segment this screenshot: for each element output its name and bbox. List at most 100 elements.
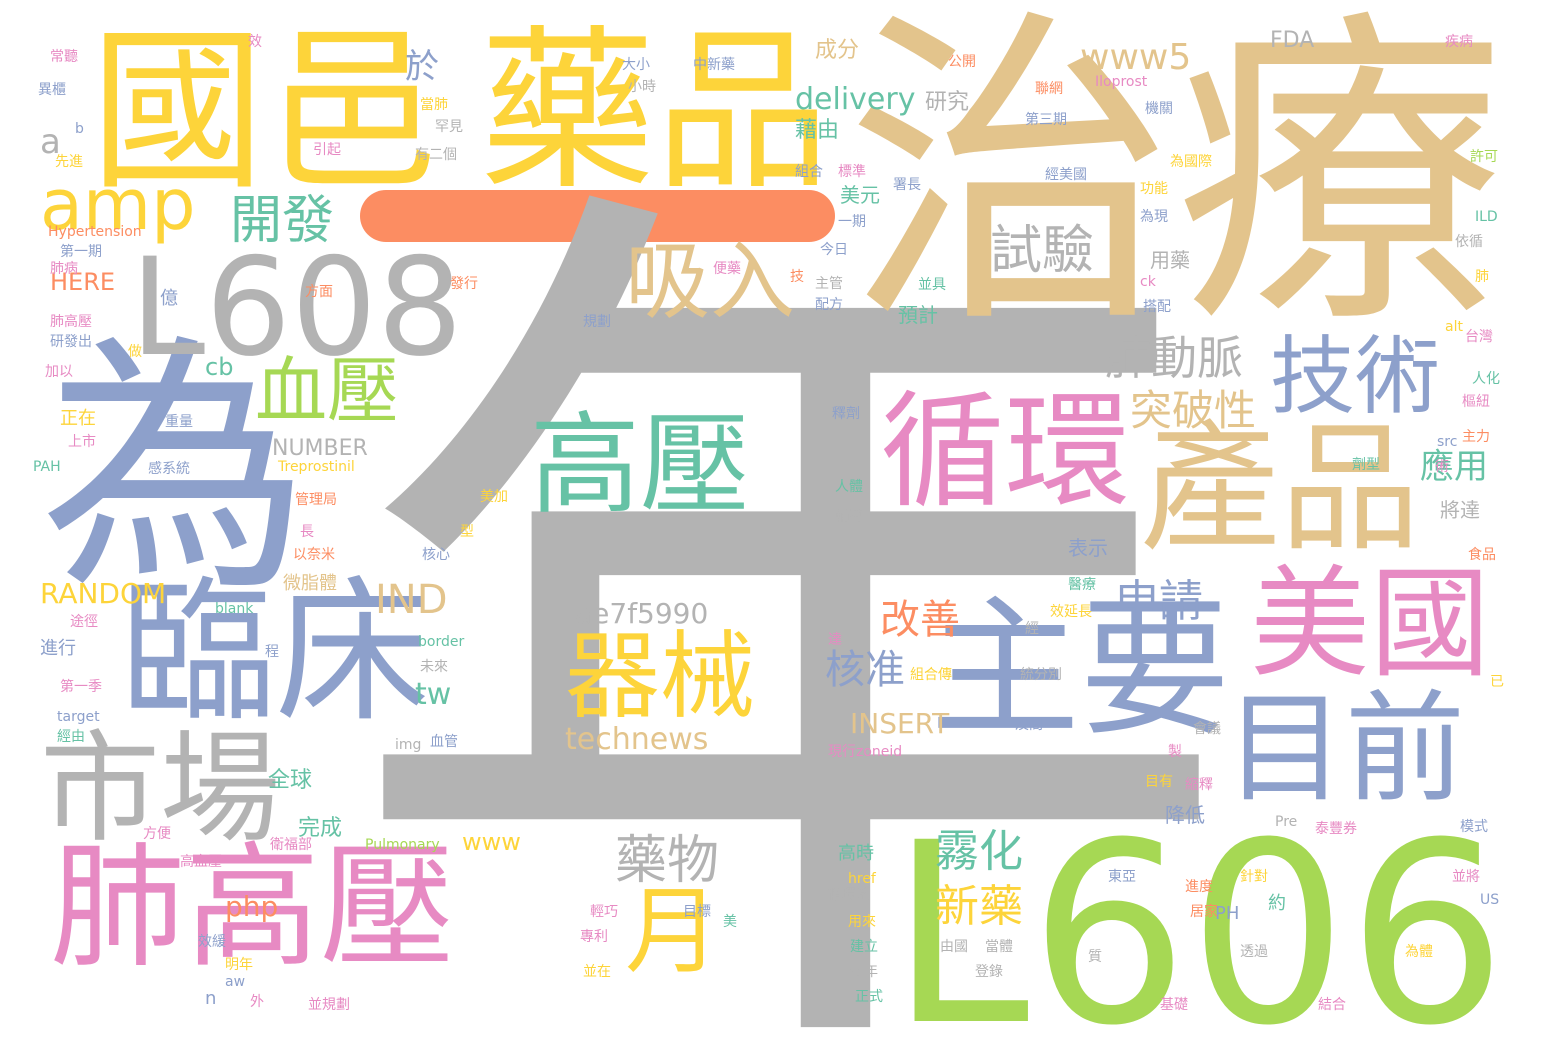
cloud-word: alt	[1445, 319, 1463, 335]
cloud-word: PH	[1215, 903, 1240, 924]
cloud-word: 標準	[838, 164, 866, 180]
cloud-word: 表示	[1068, 536, 1108, 560]
dash-mark	[360, 190, 835, 242]
cloud-word: a	[40, 122, 61, 162]
cloud-word: 方面	[305, 284, 333, 300]
cloud-word: 器械	[565, 622, 756, 732]
cloud-word: 目標	[683, 904, 711, 920]
cloud-word: 經美國	[1045, 167, 1087, 183]
cloud-word: tw	[415, 677, 452, 712]
cloud-word: 成分	[815, 38, 860, 63]
cloud-word: 於	[405, 47, 439, 87]
cloud-word: 上市	[68, 434, 96, 450]
cloud-word: L606	[890, 789, 1507, 1052]
cloud-word: 建立	[850, 939, 878, 955]
cloud-word: 功能	[1140, 181, 1168, 197]
cloud-word: 常聽	[50, 49, 78, 65]
cloud-word: www	[462, 828, 521, 856]
cloud-word: 為現	[1140, 209, 1168, 225]
cloud-word: 經	[1025, 621, 1039, 637]
cloud-word: Hypertension	[48, 224, 142, 240]
cloud-word: 型	[460, 524, 474, 540]
cloud-word: Pulmonary	[365, 837, 440, 853]
cloud-word: 模式	[1460, 819, 1488, 835]
cloud-word: 結合	[1318, 997, 1346, 1013]
cloud-word: 專利	[580, 929, 608, 945]
cloud-word: 目有	[1145, 774, 1173, 790]
cloud-word: RANDOM	[40, 577, 167, 610]
cloud-word: 依循	[1455, 234, 1483, 250]
cloud-word: 醫療	[1068, 577, 1096, 593]
cloud-word: US	[1480, 892, 1500, 908]
cloud-word: 市場	[40, 720, 280, 859]
cloud-word: target	[57, 709, 100, 725]
cloud-word: 引起	[313, 142, 341, 158]
cloud-word: 進度	[1185, 879, 1213, 895]
cloud-word: 為體	[1405, 944, 1433, 960]
cloud-word: 應用	[1420, 447, 1488, 487]
cloud-word: 由國	[940, 939, 968, 955]
cloud-word: 規劃	[583, 314, 611, 330]
cloud-word: 感系統	[148, 461, 190, 477]
cloud-word: 劑型	[1352, 457, 1380, 473]
cloud-word: 用來	[848, 914, 876, 930]
cloud-word: 大小	[622, 57, 650, 73]
cloud-word: ILD	[1475, 209, 1498, 225]
cloud-word: 重量	[165, 414, 193, 430]
cloud-word: ae7f5990	[575, 597, 709, 630]
cloud-word: 已	[1490, 674, 1504, 690]
cloud-word: 正式	[855, 989, 883, 1005]
cloud-word: 月	[625, 877, 721, 987]
cloud-word: 異櫃	[38, 82, 66, 98]
cloud-word: 第一季	[60, 679, 102, 695]
cloud-word: 申請	[1115, 576, 1203, 627]
cloud-word: 組合	[795, 164, 823, 180]
cloud-word: 基礎	[1160, 997, 1188, 1013]
cloud-word: 核准	[825, 647, 905, 693]
cloud-word: 今年	[850, 964, 878, 980]
cloud-word: technews	[565, 722, 709, 757]
cloud-word: 輔導	[835, 509, 863, 525]
cloud-word: 研發出	[50, 334, 92, 350]
cloud-word: 用藥	[1150, 248, 1190, 272]
cloud-word: 小時	[628, 79, 656, 95]
cloud-word: Iloprost	[1095, 74, 1148, 90]
cloud-word: amp	[40, 164, 196, 246]
cloud-word: border	[418, 634, 465, 650]
cloud-word: 樞紐	[1462, 394, 1490, 410]
cloud-word: 外	[250, 994, 264, 1010]
cloud-word: 配方	[815, 297, 843, 313]
cloud-word: 肺動脈	[1105, 331, 1243, 385]
cloud-word: 明年	[225, 957, 253, 973]
cloud-word: 藉由	[795, 118, 840, 143]
cloud-word: 居家	[1190, 904, 1218, 920]
cloud-word: 並在	[583, 964, 611, 980]
cloud-word: 為國際	[1170, 154, 1212, 170]
cloud-word: 改善	[880, 597, 960, 643]
cloud-word: 試驗	[990, 221, 1095, 281]
cloud-word: 預計	[898, 303, 938, 327]
cloud-word: 先進	[55, 154, 83, 170]
cloud-word: 主要	[930, 583, 1231, 757]
cloud-word: INSERT	[850, 707, 950, 740]
cloud-word: 署長	[893, 177, 921, 193]
cloud-word: 登錄	[975, 964, 1003, 980]
cloud-word: 為	[40, 312, 310, 627]
cloud-word: delivery	[795, 82, 916, 117]
cloud-word: aw	[225, 974, 246, 990]
cloud-word: 主管	[815, 276, 843, 292]
cloud-word: 台灣	[1465, 329, 1493, 345]
cloud-word: 霧化	[935, 826, 1023, 877]
cloud-word: IND	[375, 577, 448, 623]
cloud-word: 當體	[985, 939, 1013, 955]
cloud-word: ck	[1140, 274, 1156, 290]
cloud-word: 第三期	[1025, 112, 1067, 128]
cloud-word: 美元	[840, 183, 880, 207]
cloud-word: 今日	[820, 242, 848, 258]
cloud-word: 公開	[948, 54, 976, 70]
cloud-word: 方便	[143, 826, 171, 842]
cloud-word: blank	[215, 601, 254, 617]
cloud-word: 質	[1088, 949, 1102, 965]
cloud-word: 吸入	[625, 233, 796, 332]
cloud-word: NUMBER	[272, 436, 368, 461]
